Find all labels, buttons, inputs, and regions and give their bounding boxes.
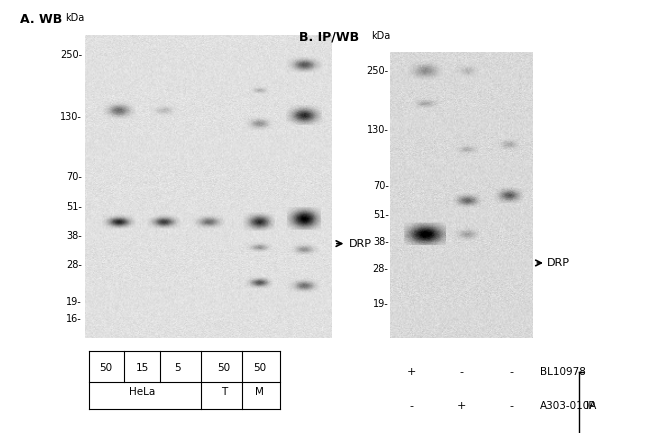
Text: 28-: 28- [372,264,389,274]
Text: 16-: 16- [66,314,82,324]
Text: DRP: DRP [547,258,570,268]
Text: 130-: 130- [367,125,389,135]
Text: 250-: 250- [367,66,389,76]
Text: HeLa: HeLa [129,387,155,397]
Text: A. WB: A. WB [20,13,62,26]
Text: -: - [510,401,514,411]
Text: 51-: 51- [372,210,389,220]
Text: 38-: 38- [66,231,82,241]
Text: 70-: 70- [66,172,82,182]
Text: -: - [460,367,463,377]
Text: 51-: 51- [66,202,82,213]
Text: 50: 50 [254,363,266,373]
Text: M: M [255,387,265,397]
Text: 15: 15 [135,363,149,373]
Text: -: - [510,367,514,377]
Text: T: T [221,387,228,397]
Text: kDa: kDa [65,13,84,23]
Text: 38-: 38- [373,236,389,246]
Text: A303-010A: A303-010A [540,401,597,411]
Text: 250-: 250- [60,50,82,60]
Text: 50: 50 [218,363,231,373]
Text: 19-: 19- [373,299,389,309]
Text: 19-: 19- [66,297,82,307]
Text: 130-: 130- [60,113,82,123]
Text: kDa: kDa [371,31,391,41]
Text: 28-: 28- [66,260,82,270]
Text: B. IP/WB: B. IP/WB [299,30,359,43]
Text: 5: 5 [175,363,181,373]
Text: IP: IP [586,401,596,411]
Text: +: + [457,401,466,411]
Text: 70-: 70- [372,181,389,191]
Text: DRP: DRP [349,239,372,249]
Text: BL10978: BL10978 [540,367,586,377]
Text: 50: 50 [99,363,113,373]
Text: +: + [407,367,416,377]
Text: -: - [410,401,413,411]
